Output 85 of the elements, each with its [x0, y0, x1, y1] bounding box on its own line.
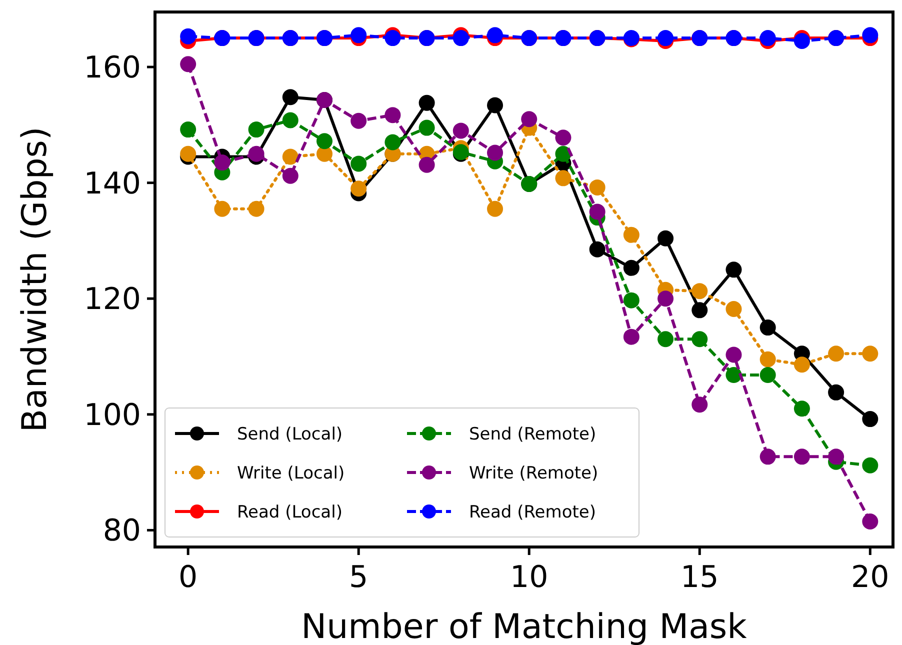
point [692, 302, 708, 318]
point [282, 168, 298, 184]
point [760, 320, 776, 336]
point [487, 200, 504, 217]
point [692, 331, 708, 348]
x-tick-label: 15 [680, 560, 719, 595]
point [623, 260, 640, 276]
y-tick-label: 160 [84, 50, 141, 86]
point [487, 144, 504, 161]
y-tick-label: 100 [84, 398, 141, 433]
point [589, 179, 606, 196]
y-tick-label: 120 [84, 282, 141, 318]
point [248, 146, 264, 162]
point [384, 107, 401, 124]
x-axis-title: Number of Matching Mask [301, 607, 748, 645]
point [180, 56, 196, 72]
point [862, 27, 878, 44]
point [282, 148, 298, 165]
point [487, 27, 504, 44]
point [384, 30, 401, 46]
point [862, 514, 878, 530]
point [214, 200, 230, 217]
point [623, 328, 640, 345]
point [384, 134, 401, 150]
point [726, 262, 742, 278]
point [794, 448, 810, 465]
point [794, 356, 810, 373]
point [828, 384, 844, 400]
y-tick-label: 140 [84, 166, 141, 202]
y-axis-title: Bandwidth (Gbps) [15, 126, 55, 432]
point [658, 331, 674, 348]
point [862, 457, 878, 474]
point [726, 301, 742, 318]
point [350, 112, 367, 129]
y-tick-label: 80 [102, 514, 141, 549]
legend-label: Write (Remote) [469, 463, 598, 484]
point [180, 28, 196, 44]
point [862, 411, 878, 428]
point [726, 346, 742, 363]
point [350, 27, 367, 44]
point [180, 122, 196, 138]
point [282, 89, 298, 106]
point [658, 290, 674, 307]
point [214, 154, 230, 171]
point [623, 226, 640, 243]
point [418, 94, 435, 111]
point [418, 120, 435, 136]
legend-label: Write (Local) [237, 463, 345, 484]
point [521, 111, 538, 128]
x-tick-label: 0 [178, 560, 198, 595]
point [692, 283, 708, 300]
point [180, 146, 196, 162]
legend-label: Send (Local) [237, 424, 343, 444]
point [692, 396, 708, 413]
point [452, 30, 469, 46]
point [726, 367, 742, 384]
point [828, 448, 844, 465]
point [760, 351, 776, 368]
legend-label: Read (Local) [237, 502, 342, 522]
point [589, 241, 606, 258]
point [316, 133, 332, 150]
point [282, 112, 298, 128]
point [350, 156, 367, 172]
point [555, 170, 572, 186]
x-tick-label: 20 [851, 560, 890, 595]
point [589, 204, 606, 220]
point [487, 97, 504, 114]
point [555, 146, 572, 162]
point [452, 122, 469, 139]
point [862, 346, 878, 362]
point [418, 156, 435, 173]
point [760, 448, 776, 465]
legend-label: Read (Remote) [469, 502, 596, 522]
x-tick-label: 10 [510, 560, 548, 595]
point [555, 130, 572, 146]
point [828, 346, 844, 362]
point [350, 180, 367, 197]
point [623, 292, 640, 308]
point [248, 200, 264, 217]
x-tick-label: 5 [349, 560, 368, 595]
point [658, 230, 674, 246]
point [248, 122, 264, 138]
point [760, 367, 776, 384]
point [794, 400, 810, 417]
legend-label: Send (Remote) [469, 424, 596, 444]
